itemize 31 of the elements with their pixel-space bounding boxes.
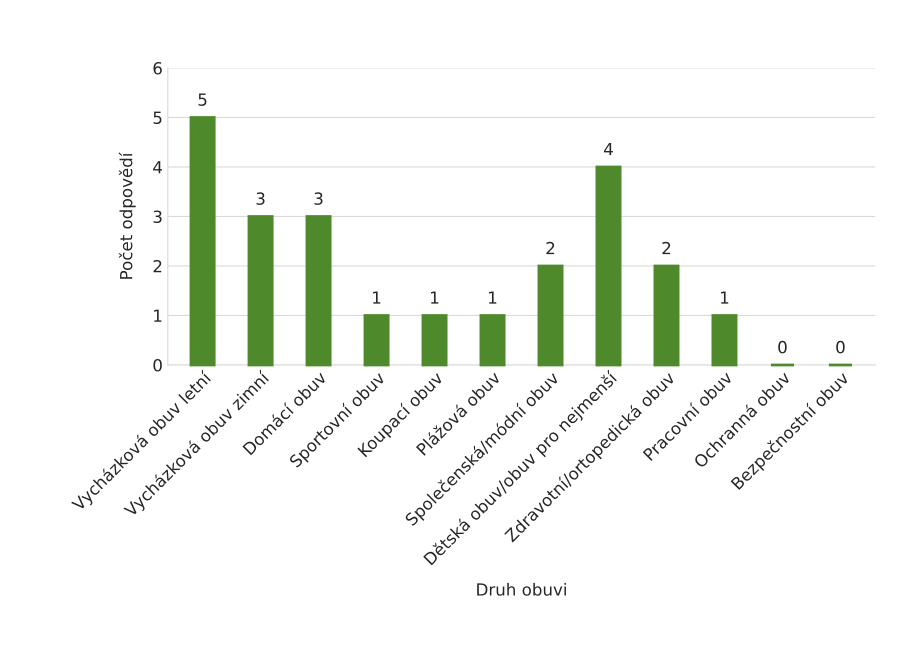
data-label: 5 [198, 94, 206, 106]
data-label: 1 [721, 292, 728, 304]
bar [190, 116, 216, 366]
bar [364, 314, 390, 366]
data-label: 3 [256, 192, 265, 205]
data-label: 2 [546, 242, 554, 254]
y-tick-label: 3 [154, 210, 162, 224]
bar [480, 314, 506, 366]
data-label: 1 [431, 292, 438, 304]
x-axis-title: Druh obuvi [477, 582, 566, 596]
bar [306, 215, 332, 366]
bar [654, 264, 680, 366]
bar [248, 215, 274, 366]
data-label: 1 [489, 292, 496, 304]
data-label: 2 [662, 242, 670, 254]
data-label: 1 [373, 292, 380, 304]
data-label: 0 [778, 340, 787, 354]
data-label: 4 [604, 143, 613, 156]
y-tick-label: 2 [154, 260, 162, 272]
bar [538, 264, 564, 366]
bar [711, 314, 738, 366]
data-label: 0 [836, 340, 845, 354]
y-axis-title: Počet odpovědí [118, 152, 136, 279]
y-tick-label: 4 [153, 161, 162, 174]
bar [422, 314, 448, 366]
bar [596, 166, 622, 366]
y-tick-label: 6 [153, 62, 162, 75]
y-tick-label: 1 [154, 310, 162, 322]
data-label: 3 [314, 192, 323, 205]
y-tick-label: 5 [154, 112, 162, 124]
y-tick-label: 0 [153, 358, 162, 372]
